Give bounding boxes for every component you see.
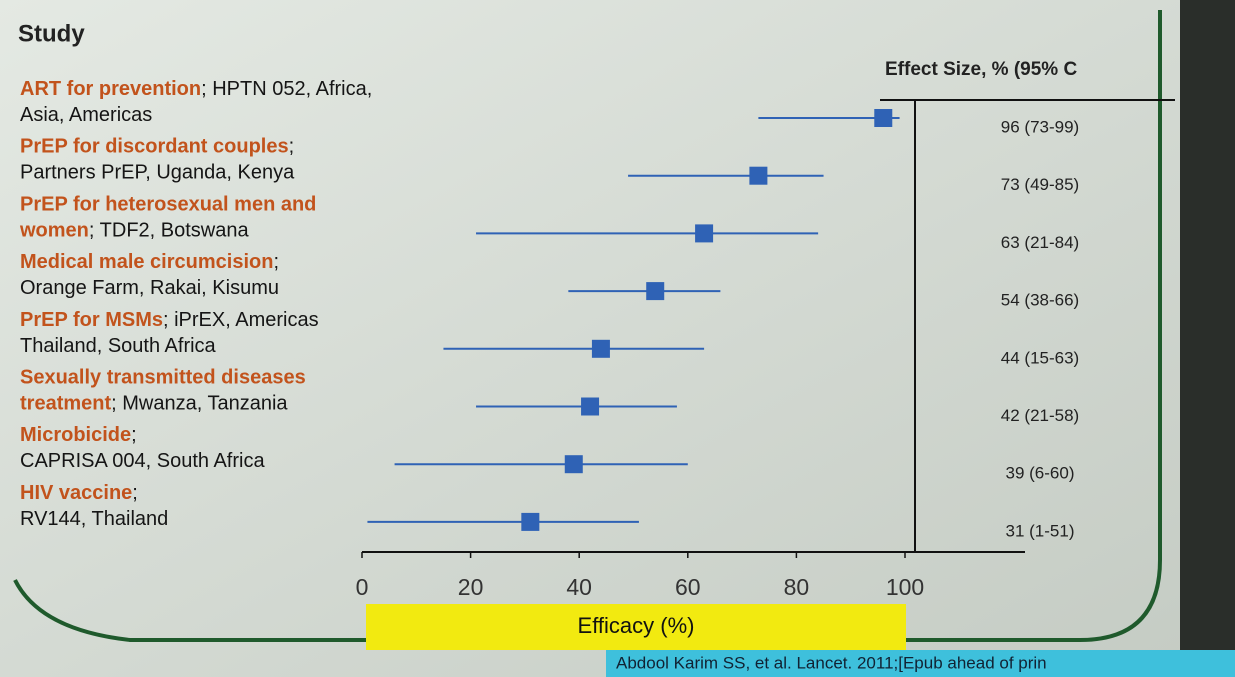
x-tick-label: 60 [675, 574, 701, 600]
study-label: HIV vaccine; [20, 482, 138, 504]
point-estimate [874, 109, 892, 127]
point-estimate [592, 340, 610, 358]
study-name: PrEP for heterosexual men and [20, 194, 316, 216]
study-label: Partners PrEP, Uganda, Kenya [20, 162, 295, 184]
study-name: PrEP for discordant couples [20, 136, 289, 158]
effect-label: 73 (49-85) [1001, 175, 1079, 194]
study-label: Sexually transmitted diseases [20, 367, 306, 389]
study-label: Microbicide; [20, 424, 137, 446]
point-estimate [749, 167, 767, 185]
point-estimate [565, 455, 583, 473]
study-name: Microbicide [20, 424, 131, 446]
x-axis-label: Efficacy (%) [578, 613, 695, 638]
effect-label: 42 (21-58) [1001, 406, 1079, 425]
x-tick-label: 100 [886, 574, 924, 600]
study-label: Medical male circumcision; [20, 251, 279, 273]
study-detail: Thailand, South Africa [20, 335, 217, 357]
x-tick-label: 20 [458, 574, 484, 600]
study-label: PrEP for heterosexual men and [20, 194, 316, 216]
study-label: Thailand, South Africa [20, 335, 217, 357]
study-name: HIV vaccine [20, 482, 132, 504]
study-label: RV144, Thailand [20, 508, 168, 530]
x-tick-label: 80 [784, 574, 810, 600]
study-name: Sexually transmitted diseases [20, 367, 306, 389]
study-name: treatment [20, 393, 111, 415]
study-name: Medical male circumcision [20, 251, 273, 273]
dark-edge [1180, 0, 1235, 677]
study-name: women [19, 220, 89, 242]
effect-header: Effect Size, % (95% C [885, 59, 1077, 80]
study-label: PrEP for discordant couples; [20, 136, 294, 158]
effect-label: 54 (38-66) [1001, 291, 1079, 310]
effect-label: 44 (15-63) [1001, 348, 1079, 367]
study-label: CAPRISA 004, South Africa [20, 450, 265, 472]
study-detail: Orange Farm, Rakai, Kisumu [20, 277, 279, 299]
study-label: treatment; Mwanza, Tanzania [20, 393, 288, 415]
study-detail: ; TDF2, Botswana [89, 220, 250, 242]
slide: Study Effect Size, % (95% C Efficacy (%)… [0, 0, 1235, 677]
study-detail: ; iPrEX, Americas [163, 309, 319, 331]
study-detail: ; [273, 251, 279, 273]
point-estimate [646, 282, 664, 300]
study-label: Asia, Americas [20, 104, 152, 126]
effect-label: 39 (6-60) [1006, 464, 1075, 483]
study-label: women; TDF2, Botswana [19, 220, 249, 242]
study-detail: ; [131, 424, 137, 446]
study-detail: RV144, Thailand [20, 508, 168, 530]
citation: Abdool Karim SS, et al. Lancet. 2011;[Ep… [616, 653, 1047, 672]
study-label: PrEP for MSMs; iPrEX, Americas [20, 309, 319, 331]
effect-label: 96 (73-99) [1001, 117, 1079, 136]
effect-label: 31 (1-51) [1006, 521, 1075, 540]
point-estimate [581, 398, 599, 416]
study-name: ART for prevention [20, 78, 201, 100]
study-detail: Partners PrEP, Uganda, Kenya [20, 162, 295, 184]
study-name: PrEP for MSMs [20, 309, 163, 331]
study-detail: Asia, Americas [20, 104, 152, 126]
study-label: ART for prevention; HPTN 052, Africa, [20, 78, 372, 100]
study-detail: ; Mwanza, Tanzania [111, 393, 288, 415]
effect-label: 63 (21-84) [1001, 233, 1079, 252]
study-label: Orange Farm, Rakai, Kisumu [20, 277, 279, 299]
x-tick-label: 0 [356, 574, 369, 600]
x-tick-label: 40 [566, 574, 592, 600]
study-header: Study [18, 20, 85, 47]
point-estimate [695, 224, 713, 242]
study-detail: ; [132, 482, 138, 504]
study-detail: ; HPTN 052, Africa, [201, 78, 372, 100]
study-detail: ; [289, 136, 295, 158]
study-detail: CAPRISA 004, South Africa [20, 450, 265, 472]
point-estimate [521, 513, 539, 531]
